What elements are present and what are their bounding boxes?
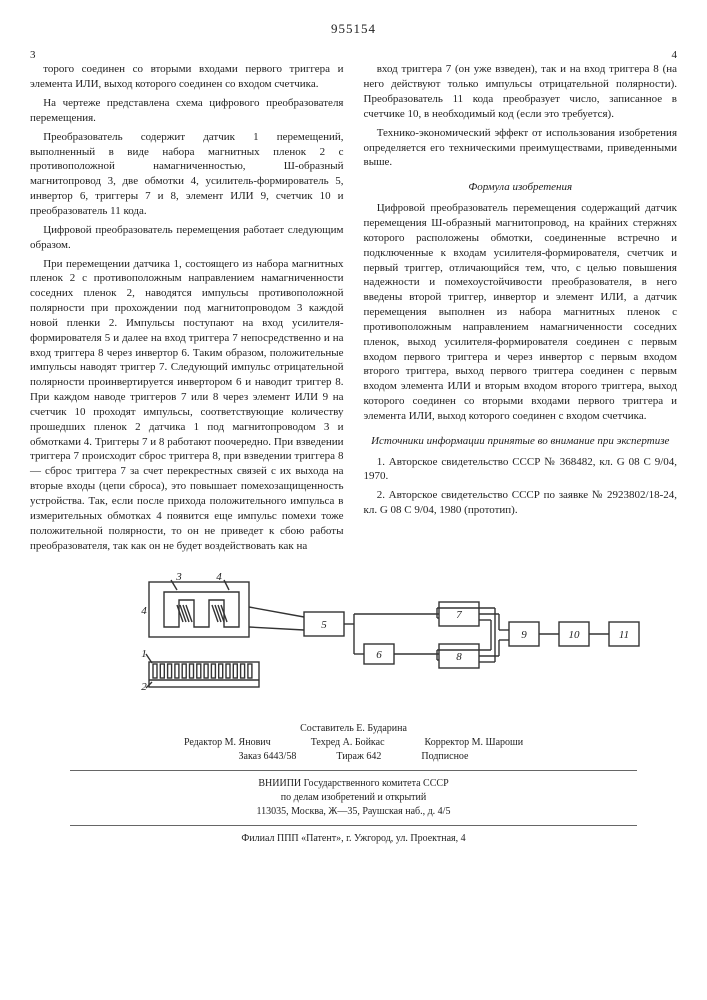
svg-text:4: 4	[141, 605, 147, 617]
svg-text:8: 8	[456, 651, 462, 663]
formula-title: Формула изобретения	[364, 180, 678, 195]
paragraph: торого соединен со вторыми входами перво…	[30, 62, 344, 92]
page-number-right: 4	[672, 48, 678, 63]
paragraph: При перемещении датчика 1, состоящего из…	[30, 257, 344, 554]
svg-text:9: 9	[521, 629, 527, 641]
source-item: 2. Авторское свидетельство СССР по заявк…	[364, 488, 678, 518]
svg-text:7: 7	[456, 609, 462, 621]
circuit-diagram: 34412567891011	[49, 572, 659, 712]
order-number: Заказ 6443/58	[239, 750, 297, 764]
organization-line2: по делам изобретений и открытий	[30, 791, 677, 805]
subscription: Подписное	[421, 750, 468, 764]
editor: Редактор М. Янович	[184, 736, 271, 750]
paragraph: вход триггера 7 (он уже взведен), так и …	[364, 62, 678, 121]
paragraph: Технико-экономический эффект от использо…	[364, 126, 678, 171]
address: 113035, Москва, Ж—35, Раушская наб., д. …	[30, 805, 677, 819]
document-number: 955154	[30, 20, 677, 38]
sources-title: Источники информации принятые во внимани…	[364, 434, 678, 449]
svg-text:5: 5	[321, 619, 327, 631]
page-number-left: 3	[30, 48, 36, 63]
left-column: торого соединен со вторыми входами перво…	[30, 62, 344, 557]
tech-editor: Техред А. Бойкас	[311, 736, 385, 750]
organization-line1: ВНИИПИ Государственного комитета СССР	[30, 777, 677, 791]
source-item: 1. Авторское свидетельство СССР № 368482…	[364, 455, 678, 485]
svg-text:1: 1	[141, 648, 147, 660]
svg-text:3: 3	[175, 572, 182, 583]
corrector: Корректор М. Шароши	[425, 736, 524, 750]
paragraph: На чертеже представлена схема цифрового …	[30, 96, 344, 126]
paragraph: Цифровой преобразователь перемещения раб…	[30, 223, 344, 253]
compiler: Составитель Е. Бударина	[30, 722, 677, 736]
divider	[70, 825, 637, 826]
paragraph: Преобразователь содержит датчик 1 переме…	[30, 130, 344, 219]
publication-credits: Составитель Е. Бударина Редактор М. Янов…	[30, 722, 677, 846]
divider	[70, 770, 637, 771]
tirage: Тираж 642	[336, 750, 381, 764]
text-columns: торого соединен со вторыми входами перво…	[30, 62, 677, 557]
filial: Филиал ППП «Патент», г. Ужгород, ул. Про…	[30, 832, 677, 846]
svg-text:11: 11	[618, 629, 628, 641]
formula-text: Цифровой преобразователь перемещения сод…	[364, 201, 678, 424]
right-column: вход триггера 7 (он уже взведен), так и …	[364, 62, 678, 557]
svg-text:10: 10	[568, 629, 580, 641]
svg-text:4: 4	[216, 572, 222, 583]
svg-text:6: 6	[376, 649, 382, 661]
